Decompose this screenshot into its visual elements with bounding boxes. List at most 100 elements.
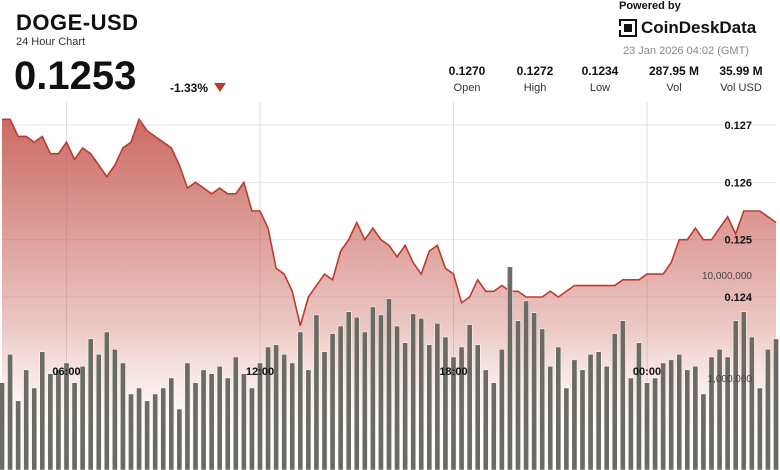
volume-bar bbox=[394, 325, 400, 470]
timestamp: 23 Jan 2026 04:02 (GMT) bbox=[623, 45, 749, 57]
volume-bar bbox=[644, 382, 650, 470]
volume-bar bbox=[160, 387, 167, 470]
volume-bar bbox=[79, 366, 86, 470]
current-price: 0.1253 bbox=[14, 54, 137, 98]
volume-bar bbox=[474, 344, 481, 470]
volume-bar bbox=[112, 349, 118, 470]
stat-label: High bbox=[523, 82, 547, 94]
volume-bar bbox=[136, 387, 142, 470]
volume-bar bbox=[579, 369, 586, 470]
stat-label: Vol bbox=[666, 82, 682, 94]
volume-bar bbox=[523, 300, 529, 470]
volume-bar bbox=[587, 354, 594, 470]
volume-bar bbox=[660, 362, 666, 470]
y-tick-label: 0.125 bbox=[724, 235, 752, 247]
stat-low: 0.1234 Low bbox=[577, 64, 623, 94]
price-line bbox=[2, 117, 777, 326]
vol-tick-label: 10,000,000 bbox=[702, 271, 752, 282]
volume-bar bbox=[329, 333, 336, 470]
stat-vol: 287.95 M Vol bbox=[646, 64, 702, 94]
volume-bar bbox=[337, 325, 344, 470]
volume-bar bbox=[47, 373, 54, 470]
volume-bar bbox=[571, 359, 578, 470]
volume-bar bbox=[684, 369, 691, 470]
volume-bar bbox=[7, 354, 13, 470]
stat-label: Vol USD bbox=[720, 82, 762, 94]
coindesk-logo-icon bbox=[619, 19, 637, 37]
volume-bar bbox=[450, 356, 457, 470]
y-tick-label: 0.126 bbox=[724, 177, 752, 189]
volume-bar bbox=[208, 373, 215, 470]
volume-bar bbox=[281, 354, 288, 470]
y-tick-label: 0.127 bbox=[724, 120, 752, 132]
volume-bar bbox=[176, 408, 183, 470]
volume-bar bbox=[144, 400, 150, 470]
volume-bar bbox=[168, 377, 175, 470]
volume-bar bbox=[184, 362, 191, 470]
volume-bar bbox=[103, 331, 110, 470]
volume-bar bbox=[692, 366, 699, 470]
volume-bar bbox=[628, 377, 634, 470]
volume-bar bbox=[716, 349, 723, 470]
brand-name: CoinDeskData bbox=[641, 18, 757, 37]
stat-label: Low bbox=[589, 82, 611, 94]
volume-bar bbox=[724, 356, 731, 470]
volume-bar bbox=[55, 369, 62, 470]
volume-bar bbox=[668, 359, 675, 470]
volume-bar bbox=[748, 336, 755, 470]
volume-bar bbox=[386, 298, 392, 470]
volume-bar bbox=[555, 346, 562, 470]
volume-bar bbox=[402, 342, 408, 470]
brand-logo[interactable]: CoinDeskData bbox=[619, 18, 756, 38]
volume-bar bbox=[611, 333, 618, 470]
volume-bar bbox=[499, 349, 505, 470]
volume-bar bbox=[39, 351, 46, 470]
volume-bar bbox=[321, 351, 328, 470]
volume-bar bbox=[249, 387, 255, 470]
volume-bar bbox=[224, 377, 231, 470]
volume-bar bbox=[426, 344, 433, 470]
volume-bar bbox=[676, 354, 683, 470]
volume-bar bbox=[370, 306, 376, 470]
volume-bar bbox=[23, 369, 30, 470]
volume-bar bbox=[200, 369, 207, 470]
volume-bar bbox=[15, 400, 21, 470]
volume-bar bbox=[378, 314, 384, 470]
stat-open: 0.1270 Open bbox=[444, 64, 490, 94]
volume-bar bbox=[418, 318, 425, 470]
volume-bar bbox=[482, 369, 489, 470]
volume-bar bbox=[732, 320, 739, 470]
symbol-title: DOGE-USD bbox=[16, 10, 139, 35]
volume-bar bbox=[563, 387, 570, 470]
volume-bar bbox=[241, 373, 247, 470]
volume-bar bbox=[595, 351, 602, 470]
volume-bar bbox=[547, 366, 554, 470]
down-arrow-icon bbox=[214, 83, 226, 92]
volume-bar bbox=[0, 382, 5, 470]
volume-bar bbox=[507, 266, 513, 470]
volume-bar bbox=[619, 320, 626, 470]
stat-value: 0.1272 bbox=[516, 64, 554, 78]
volume-bar bbox=[636, 342, 642, 470]
volume-bar bbox=[539, 328, 546, 470]
stat-high: 0.1272 High bbox=[512, 64, 558, 94]
volume-bar bbox=[603, 366, 610, 470]
volume-bar bbox=[515, 320, 521, 470]
stat-vol-usd: 35.99 M Vol USD bbox=[710, 64, 772, 94]
volume-bar bbox=[128, 393, 134, 470]
volume-bar bbox=[765, 349, 771, 470]
volume-bar bbox=[273, 344, 279, 470]
volume-bar bbox=[63, 362, 70, 470]
volume-bar bbox=[31, 387, 38, 470]
volume-bar bbox=[216, 366, 223, 470]
volume-bar bbox=[708, 356, 715, 470]
stat-value: 0.1234 bbox=[581, 64, 619, 78]
volume-bar bbox=[361, 331, 368, 470]
y-tick-label: 0.124 bbox=[724, 292, 752, 304]
x-tick-label: 18:00 bbox=[439, 366, 467, 378]
volume-bar bbox=[740, 311, 747, 470]
volume-bar bbox=[466, 324, 473, 470]
volume-bar bbox=[232, 356, 239, 470]
x-tick-label: 12:00 bbox=[246, 366, 274, 378]
